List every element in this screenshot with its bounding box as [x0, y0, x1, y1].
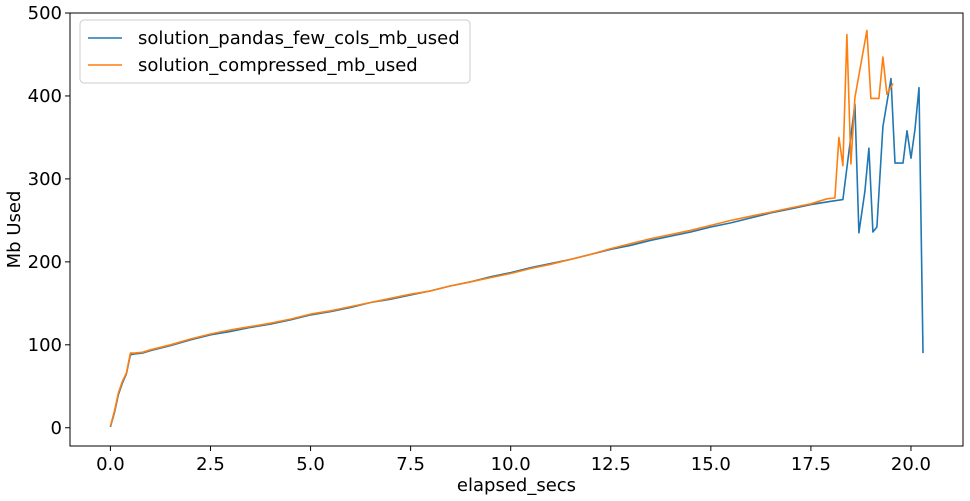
x-tick-label: 17.5	[791, 454, 831, 475]
series-line-1	[109, 29, 894, 427]
y-tick-label: 400	[28, 86, 62, 107]
y-tick-label: 500	[28, 3, 62, 24]
series-layer	[109, 29, 924, 428]
y-tick-label: 200	[28, 252, 62, 273]
x-tick-label: 0.0	[96, 454, 125, 475]
x-tick-label: 20.0	[891, 454, 931, 475]
legend-label-0: solution_pandas_few_cols_mb_used	[138, 28, 460, 49]
x-tick-label: 12.5	[591, 454, 631, 475]
x-tick-label: 7.5	[396, 454, 425, 475]
x-tick-label: 5.0	[296, 454, 325, 475]
x-tick-label: 2.5	[196, 454, 225, 475]
x-axis-title: elapsed_secs	[457, 475, 576, 496]
x-tick-label: 15.0	[691, 454, 731, 475]
x-axis: 0.0 2.5 5.0 7.5 10.0 12.5 15.0 17.5 20.0	[96, 446, 931, 475]
y-tick-label: 300	[28, 169, 62, 190]
legend: solution_pandas_few_cols_mb_used solution…	[79, 19, 471, 84]
legend-box	[79, 19, 471, 84]
x-tick-label: 10.0	[491, 454, 531, 475]
y-axis-title: Mb Used	[4, 191, 25, 269]
plot-frame	[69, 12, 964, 447]
y-axis: 0 100 200 300 400 500	[28, 3, 70, 439]
y-tick-label: 0	[51, 418, 62, 439]
legend-label-1: solution_compressed_mb_used	[138, 55, 418, 76]
y-tick-label: 100	[28, 335, 62, 356]
